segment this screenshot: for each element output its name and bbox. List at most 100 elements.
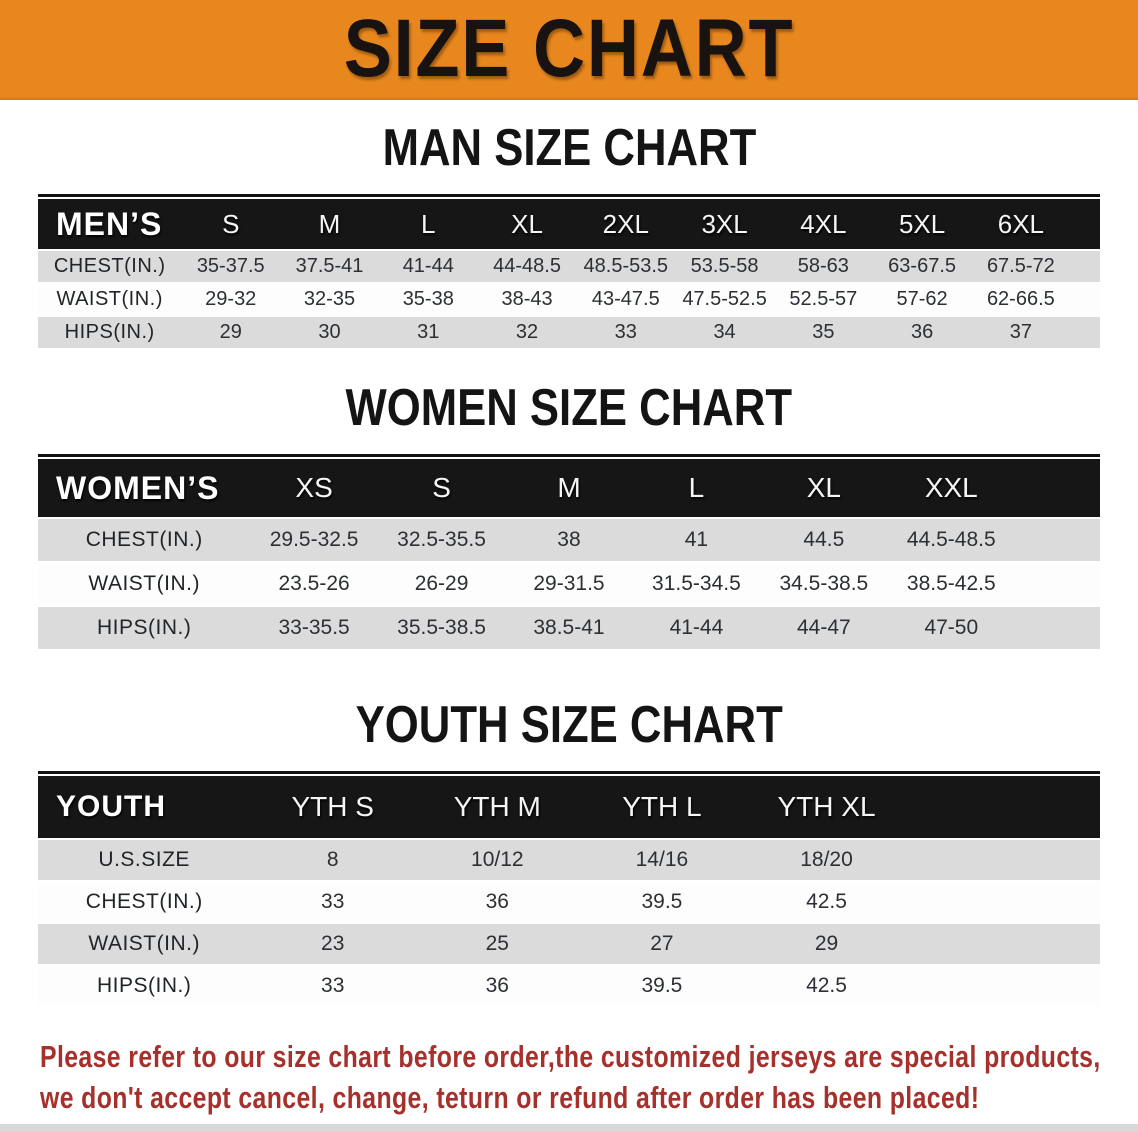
size-column-header: M — [318, 208, 341, 239]
table-title-cell: WOMEN’S — [56, 469, 220, 506]
size-value-cell: 67.5-72 — [986, 255, 1055, 277]
table-row: WAIST(IN.) 29-32 32-35 35-38 38-43 43-47.5 47.… — [38, 284, 1100, 315]
page-title: SIZE CHART — [343, 3, 795, 94]
size-value-cell: 41-44 — [669, 616, 724, 639]
size-value-cell: 27 — [650, 932, 674, 955]
filler-cell — [1015, 607, 1100, 649]
size-column-header: XL — [511, 208, 543, 239]
men-size-table-slot: MEN’S S M L XL 2XL 3XL 4XL 5XL 6XL CHEST(IN.) 35-37… — [38, 194, 1100, 350]
size-value-cell: 38-43 — [501, 288, 553, 310]
table-row: HIPS(IN.) 29 30 31 32 33 34 35 36 37 — [38, 317, 1100, 348]
size-column-header: XL — [806, 472, 841, 503]
size-value-cell: 44-47 — [797, 616, 851, 639]
size-value-cell: 63-67.5 — [888, 255, 957, 277]
womens-size-table: WOMEN’S XS S M L XL XXL CHEST(IN.) 29.5-32.5 32.5… — [38, 454, 1100, 651]
men-size-section: MAN SIZE CHART MEN’S S M L XL 2XL 3XL 4XL 5XL 6XL… — [0, 122, 1138, 350]
size-value-cell: 48.5-53.5 — [583, 255, 669, 277]
size-value-cell: 29.5-32.5 — [269, 528, 359, 551]
size-value-cell: 29 — [219, 321, 242, 343]
size-value-cell: 42.5 — [806, 974, 847, 997]
filler-cell — [1015, 519, 1100, 561]
table-row: CHEST(IN.) 33 36 39.5 42.5 — [38, 882, 1100, 922]
header-row: MEN’S S M L XL 2XL 3XL 4XL 5XL 6XL — [38, 199, 1100, 249]
size-value-cell: 39.5 — [641, 890, 683, 913]
youth-size-section: YOUTH SIZE CHART YOUTH YTH S YTH M YTH L YTH… — [0, 699, 1138, 1008]
filler-cell — [1070, 199, 1100, 249]
size-column-header: 2XL — [602, 208, 649, 239]
banner: SIZE CHART — [0, 0, 1138, 100]
size-column-header: S — [222, 208, 240, 239]
row-label-cell: WAIST(IN.) — [88, 932, 200, 955]
size-column-header: 5XL — [898, 208, 946, 239]
size-value-cell: 36 — [485, 974, 509, 997]
size-value-cell: 35 — [812, 321, 835, 343]
filler-cell — [1070, 284, 1100, 315]
table-row: CHEST(IN.) 35-37.5 37.5-41 41-44 44-48.5 48.5… — [38, 251, 1100, 282]
filler-cell — [909, 840, 1100, 880]
size-value-cell: 32.5-35.5 — [397, 528, 486, 551]
filler-cell — [909, 924, 1100, 964]
size-value-cell: 14/16 — [635, 848, 689, 871]
size-value-cell: 32-35 — [303, 288, 356, 310]
size-value-cell: 41-44 — [402, 255, 454, 277]
header-row: WOMEN’S XS S M L XL XXL — [38, 459, 1100, 517]
size-value-cell: 35-37.5 — [196, 255, 265, 277]
disclaimer-line-1: Please refer to our size chart before or… — [40, 1039, 1101, 1074]
size-value-cell: 18/20 — [800, 848, 853, 871]
table-row: CHEST(IN.) 29.5-32.5 32.5-35.5 38 41 44.5 44.5… — [38, 519, 1100, 561]
size-column-header: L — [688, 472, 705, 503]
table-row: WAIST(IN.) 23.5-26 26-29 29-31.5 31.5-34.5 34… — [38, 563, 1100, 605]
women-size-table-slot: WOMEN’S XS S M L XL XXL CHEST(IN.) 29.5-32.5 32.5… — [38, 454, 1100, 651]
size-value-cell: 36 — [485, 890, 509, 913]
size-column-header: YTH XL — [777, 791, 876, 822]
row-label-cell: CHEST(IN.) — [85, 528, 203, 551]
size-column-header: XXL — [924, 472, 978, 503]
filler-cell — [1070, 317, 1100, 348]
table-title-cell: YOUTH — [56, 790, 166, 823]
size-value-cell: 10/12 — [471, 848, 524, 871]
size-value-cell: 62-66.5 — [986, 288, 1055, 310]
size-value-cell: 23.5-26 — [278, 572, 350, 595]
filler-cell — [909, 966, 1100, 1006]
size-column-header: L — [421, 208, 436, 239]
size-value-cell: 29-31.5 — [533, 572, 605, 595]
size-column-header: M — [557, 472, 581, 503]
row-label-cell: HIPS(IN.) — [97, 974, 192, 997]
size-value-cell: 38 — [557, 528, 581, 551]
bottom-strip — [0, 1124, 1138, 1132]
women-section-heading-text: WOMEN SIZE CHART — [345, 379, 793, 437]
table-row: U.S.SIZE 8 10/12 14/16 18/20 — [38, 840, 1100, 880]
row-label-cell: U.S.SIZE — [98, 848, 190, 871]
women-size-section: WOMEN SIZE CHART WOMEN’S XS S M L XL XXL CHEST(… — [0, 382, 1138, 651]
row-label-cell: WAIST(IN.) — [56, 288, 163, 310]
women-section-heading: WOMEN SIZE CHART — [0, 382, 1138, 434]
size-column-header: S — [432, 472, 451, 503]
size-column-header: YTH S — [291, 791, 374, 822]
youth-section-heading: YOUTH SIZE CHART — [0, 699, 1138, 751]
size-value-cell: 31.5-34.5 — [652, 572, 741, 595]
size-value-cell: 53.5-58 — [690, 255, 759, 277]
size-value-cell: 35.5-38.5 — [397, 616, 486, 639]
size-value-cell: 29-32 — [205, 288, 257, 310]
size-column-header: 3XL — [701, 208, 748, 239]
filler-cell — [1015, 563, 1100, 605]
size-value-cell: 47.5-52.5 — [682, 288, 767, 310]
youth-size-table: YOUTH YTH S YTH M YTH L YTH XL U.S.SIZE 8 10/12… — [38, 771, 1100, 1008]
size-value-cell: 34 — [713, 321, 736, 343]
size-value-cell: 31 — [417, 321, 440, 343]
table-row: HIPS(IN.) 33 36 39.5 42.5 — [38, 966, 1100, 1006]
size-value-cell: 37 — [1009, 321, 1032, 343]
filler-cell — [1015, 459, 1100, 517]
size-value-cell: 34.5-38.5 — [779, 572, 869, 595]
table-title-cell: MEN’S — [56, 205, 163, 242]
size-value-cell: 44.5-48.5 — [906, 528, 996, 551]
header-row: YOUTH YTH S YTH M YTH L YTH XL — [38, 776, 1100, 838]
disclaimer-line-2: we don't accept cancel, change, teturn o… — [40, 1080, 980, 1115]
row-label-cell: HIPS(IN.) — [64, 321, 155, 343]
size-value-cell: 29 — [814, 932, 839, 955]
row-label-cell: CHEST(IN.) — [85, 890, 203, 913]
size-value-cell: 25 — [485, 932, 509, 955]
size-value-cell: 42.5 — [806, 890, 847, 913]
size-value-cell: 43-47.5 — [591, 288, 660, 310]
